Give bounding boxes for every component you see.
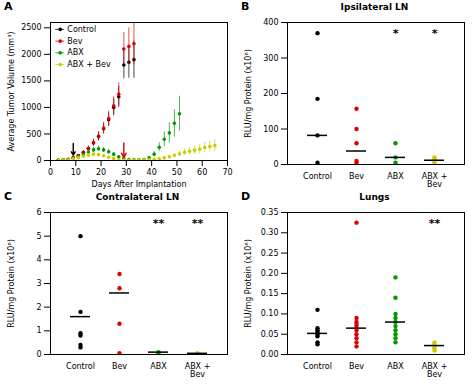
svg-text:RLU/mg Protein (x10⁶): RLU/mg Protein (x10⁶) <box>244 49 253 138</box>
svg-text:2500: 2500 <box>21 23 41 32</box>
svg-text:0.20: 0.20 <box>261 269 279 278</box>
html-text:B: B <box>241 0 250 13</box>
svg-text:ABX +Bev: ABX +Bev <box>422 362 448 379</box>
svg-text:200: 200 <box>263 89 278 98</box>
svg-text:70: 70 <box>222 168 232 177</box>
svg-text:Control: Control <box>67 25 96 34</box>
svg-text:*: * <box>432 27 438 40</box>
svg-text:Bev: Bev <box>349 172 364 181</box>
svg-text:**: ** <box>153 217 165 230</box>
svg-text:10: 10 <box>71 168 81 177</box>
svg-text:ABX: ABX <box>150 362 167 371</box>
svg-text:60: 60 <box>197 168 207 177</box>
svg-text:0.30: 0.30 <box>261 228 279 237</box>
svg-text:**: ** <box>429 217 441 230</box>
svg-text:1500: 1500 <box>21 76 41 85</box>
svg-text:2000: 2000 <box>21 50 41 59</box>
svg-text:3: 3 <box>36 279 41 288</box>
html-text:Ipsilateral LN: Ipsilateral LN <box>340 2 409 12</box>
svg-text:0: 0 <box>48 168 53 177</box>
svg-text:**: ** <box>192 217 204 230</box>
svg-text:ABX +Bev: ABX +Bev <box>185 362 211 379</box>
svg-text:Control: Control <box>303 362 332 371</box>
svg-text:RLU/mg Protein (x10⁶): RLU/mg Protein (x10⁶) <box>244 239 253 328</box>
svg-text:Control: Control <box>303 172 332 181</box>
svg-text:ABX: ABX <box>387 362 404 371</box>
svg-text:0.05: 0.05 <box>261 330 279 339</box>
svg-text:0.15: 0.15 <box>261 289 279 298</box>
svg-text:40: 40 <box>147 168 157 177</box>
svg-text:6: 6 <box>36 208 41 217</box>
svg-text:300: 300 <box>263 54 278 63</box>
svg-text:Bev: Bev <box>349 362 364 371</box>
svg-text:2: 2 <box>36 303 41 312</box>
html-text:Contralateral LN: Contralateral LN <box>95 192 180 202</box>
svg-text:500: 500 <box>26 130 41 139</box>
svg-text:400: 400 <box>263 18 278 27</box>
svg-text:1000: 1000 <box>21 103 41 112</box>
svg-text:ABX: ABX <box>67 48 84 57</box>
svg-text:ABX: ABX <box>387 172 404 181</box>
svg-text:Days After Implantation: Days After Implantation <box>91 180 186 189</box>
html-text:C: C <box>4 190 13 203</box>
svg-text:Average Tumor Volume (mm³): Average Tumor Volume (mm³) <box>7 32 16 152</box>
svg-text:0.00: 0.00 <box>261 350 279 359</box>
svg-text:0: 0 <box>36 156 41 165</box>
svg-text:Bev: Bev <box>67 37 82 46</box>
html-text:Lungs: Lungs <box>359 192 390 202</box>
html-text:A: A <box>4 0 13 13</box>
svg-text:30: 30 <box>121 168 131 177</box>
svg-text:1: 1 <box>36 326 41 335</box>
svg-text:Control: Control <box>66 362 95 371</box>
svg-text:0.35: 0.35 <box>261 208 279 217</box>
svg-text:0: 0 <box>36 350 41 359</box>
svg-text:Bev: Bev <box>112 362 127 371</box>
svg-text:5: 5 <box>36 232 41 241</box>
svg-text:50: 50 <box>172 168 182 177</box>
svg-text:*: * <box>393 27 399 40</box>
svg-text:0: 0 <box>273 160 278 169</box>
svg-text:20: 20 <box>96 168 106 177</box>
svg-text:4: 4 <box>36 255 41 264</box>
svg-text:ABX +Bev: ABX +Bev <box>422 172 448 189</box>
html-text:D: D <box>241 190 251 203</box>
svg-text:ABX + Bev: ABX + Bev <box>67 60 111 69</box>
svg-text:RLU/mg Protein (x10⁶): RLU/mg Protein (x10⁶) <box>7 239 16 328</box>
svg-text:100: 100 <box>263 125 278 134</box>
svg-text:0.25: 0.25 <box>261 249 279 258</box>
svg-text:0.10: 0.10 <box>261 309 279 318</box>
